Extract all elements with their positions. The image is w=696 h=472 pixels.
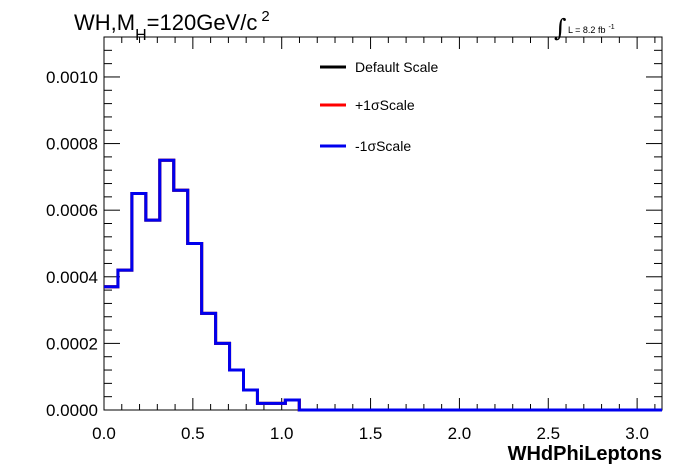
x-tick-label: 2.0 bbox=[448, 424, 472, 443]
x-tick-label: 0.0 bbox=[92, 424, 116, 443]
chart-title: WH,MH=120GeV/c 2 bbox=[74, 8, 270, 44]
x-tick-label: 2.5 bbox=[536, 424, 560, 443]
y-tick-label: 0.0008 bbox=[46, 135, 98, 154]
luminosity-superscript: -1 bbox=[608, 24, 614, 31]
y-tick-label: 0.0002 bbox=[46, 334, 98, 353]
y-tick-label: 0.0006 bbox=[46, 201, 98, 220]
luminosity-label: L = 8.2 fb -1 bbox=[568, 24, 615, 35]
legend-label: -1σScale bbox=[355, 138, 411, 154]
x-tick-label: 1.5 bbox=[359, 424, 383, 443]
y-tick-label: 0.0004 bbox=[46, 268, 98, 287]
y-axis: 0.0000 0.0002 0.0004 0.0006 0.0008 0.0010 bbox=[46, 36, 662, 420]
title-main: WH,M bbox=[74, 10, 135, 35]
luminosity-text: L = 8.2 fb bbox=[568, 25, 605, 35]
x-tick-label: 1.0 bbox=[270, 424, 294, 443]
x-axis-label: WHdPhiLeptons bbox=[508, 443, 662, 465]
y-tick-label: 0.0010 bbox=[46, 68, 98, 87]
series-lines bbox=[104, 158, 662, 412]
x-axis: 0.0 0.5 1.0 1.5 2.0 2.5 3.0 bbox=[92, 37, 656, 443]
series-line-2 bbox=[104, 158, 662, 412]
title-subscript: H bbox=[135, 27, 147, 44]
y-tick-label: 0.0000 bbox=[46, 401, 98, 420]
x-tick-label: 0.5 bbox=[181, 424, 205, 443]
legend-label: +1σScale bbox=[355, 97, 415, 113]
legend: Default Scale +1σScale -1σScale bbox=[320, 59, 438, 154]
integral-sign: ∫ bbox=[554, 14, 567, 42]
legend-label: Default Scale bbox=[355, 59, 438, 75]
x-tick-label: 3.0 bbox=[625, 424, 649, 443]
title-superscript: 2 bbox=[261, 8, 269, 25]
title-rest: =120GeV/c bbox=[147, 10, 258, 35]
